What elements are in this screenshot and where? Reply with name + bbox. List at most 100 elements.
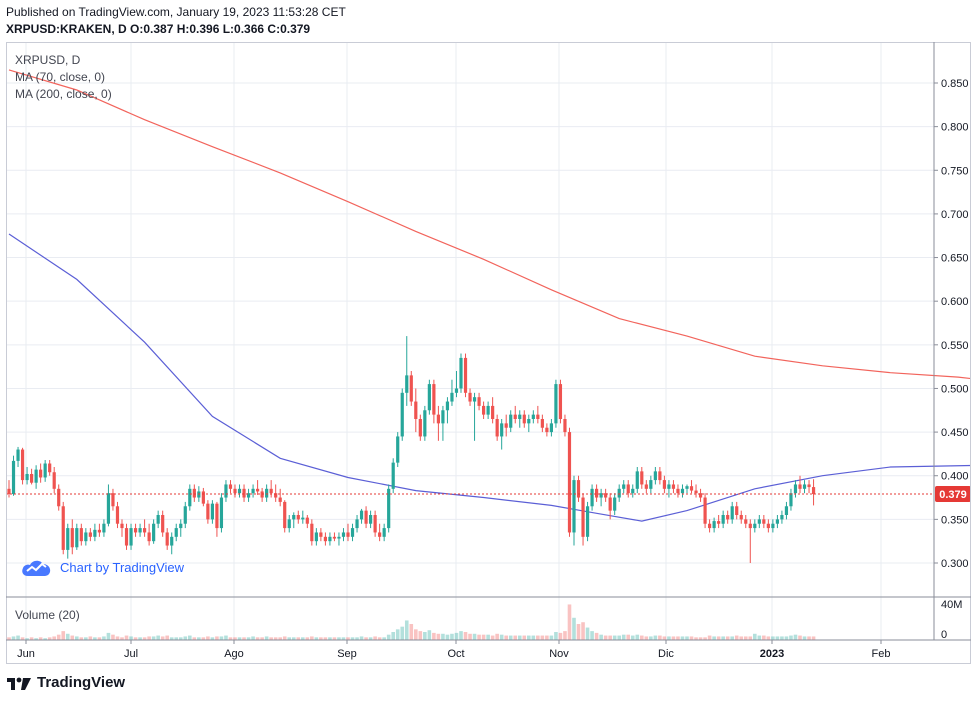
candle-body [667, 484, 671, 489]
candle-body [757, 519, 761, 524]
volume-bar [133, 637, 138, 640]
candle [590, 484, 594, 511]
candle [16, 446, 20, 467]
candle-body [188, 488, 192, 507]
candle-body [775, 519, 779, 524]
volume-bar [504, 635, 508, 640]
candle [807, 480, 811, 494]
candle-body [450, 392, 454, 402]
candle [192, 484, 196, 502]
volume-axis: 40M 0 [941, 599, 962, 641]
candle [454, 371, 459, 398]
legend-ma200[interactable]: MA (200, close, 0) [15, 87, 112, 101]
candle-body [445, 401, 450, 411]
candle [798, 475, 802, 494]
candle-body [274, 493, 278, 498]
candle-body [558, 384, 563, 419]
candle [703, 493, 707, 529]
volume-bar [183, 636, 188, 640]
candle-body [283, 501, 287, 529]
candle-body [604, 493, 608, 498]
candle [43, 460, 47, 482]
volume-bar [472, 633, 477, 640]
tradingview-watermark[interactable]: Chart by TradingView [20, 556, 184, 578]
volume-bar [798, 635, 802, 640]
volume-bar [7, 637, 11, 640]
candle [622, 480, 626, 494]
candle [604, 488, 608, 502]
candle [143, 519, 147, 537]
volume-bar [251, 636, 255, 640]
volume-bar [567, 604, 572, 640]
volume-bar [698, 637, 703, 640]
volume-legend[interactable]: Volume (20) [15, 608, 80, 622]
candle-body [256, 488, 260, 492]
volume-bar [296, 637, 301, 640]
candle-body [120, 523, 124, 529]
candle-body [179, 523, 183, 529]
candle [373, 510, 377, 537]
ma200-line [8, 69, 971, 380]
candle-body [676, 488, 680, 494]
candle [246, 488, 251, 502]
candle [662, 475, 666, 494]
candle-body [509, 414, 513, 428]
volume-bar [391, 632, 395, 640]
candle [653, 467, 657, 485]
volume-bar [142, 637, 147, 640]
candle-body [265, 488, 269, 498]
candle-body [206, 503, 210, 520]
volume-bar [635, 634, 640, 640]
candle [540, 414, 544, 433]
candle [585, 501, 590, 542]
candle-body [599, 493, 603, 498]
candle-body [685, 486, 689, 489]
volume-bar [730, 636, 734, 640]
candle-body [337, 536, 341, 539]
volume-bar [319, 637, 323, 640]
candle-body [554, 384, 558, 424]
volume-bar [590, 631, 594, 640]
candle-body [97, 529, 101, 533]
volume-bar [269, 637, 273, 640]
chart[interactable]: 0.379 0.300 0.350 0.400 0.450 0.500 0.550 0.60… [6, 42, 971, 664]
price-axis[interactable]: 0.300 0.350 0.400 0.450 0.500 0.550 0.600 0.650… [934, 78, 969, 570]
candle [133, 523, 138, 537]
candle-body [20, 449, 25, 481]
candle-body [721, 515, 725, 524]
volume-bar [38, 637, 43, 640]
legend-ma70[interactable]: MA (70, close, 0) [15, 70, 106, 84]
volume-bar [341, 637, 346, 640]
volume-bar [79, 637, 84, 640]
y-tick-label: 0.400 [941, 471, 969, 483]
volume-bar [762, 635, 766, 640]
y-tick-label: 0.450 [941, 427, 969, 439]
candle [409, 371, 413, 406]
x-tick-label: Jun [17, 648, 35, 660]
brand-text: TradingView [37, 674, 126, 691]
candle-body [111, 493, 115, 507]
volume-bar [350, 637, 355, 640]
candle [450, 379, 454, 406]
last-price-badge [935, 486, 971, 503]
candle-body [192, 488, 196, 498]
volume-bar [156, 635, 160, 640]
tradingview-brand[interactable]: TradingView [6, 674, 125, 691]
candle-body [161, 515, 165, 533]
candle-body [143, 528, 147, 533]
chart-frame [6, 42, 971, 664]
volume-bar [454, 632, 459, 640]
time-axis[interactable]: Jun Jul Ago Sep Oct Nov Dic 2023 Feb [17, 640, 890, 660]
candle-body [626, 484, 630, 494]
volume-bar [169, 637, 174, 640]
volume-bar [20, 637, 25, 640]
candle [152, 519, 156, 544]
volume-bar [649, 636, 653, 640]
candle [179, 519, 183, 537]
volume-bar [517, 635, 522, 640]
watermark-text: Chart by TradingView [60, 559, 185, 575]
candle-body [174, 528, 178, 537]
candle-body [491, 405, 495, 419]
candle-body [201, 491, 205, 504]
volume-bar [676, 636, 680, 640]
